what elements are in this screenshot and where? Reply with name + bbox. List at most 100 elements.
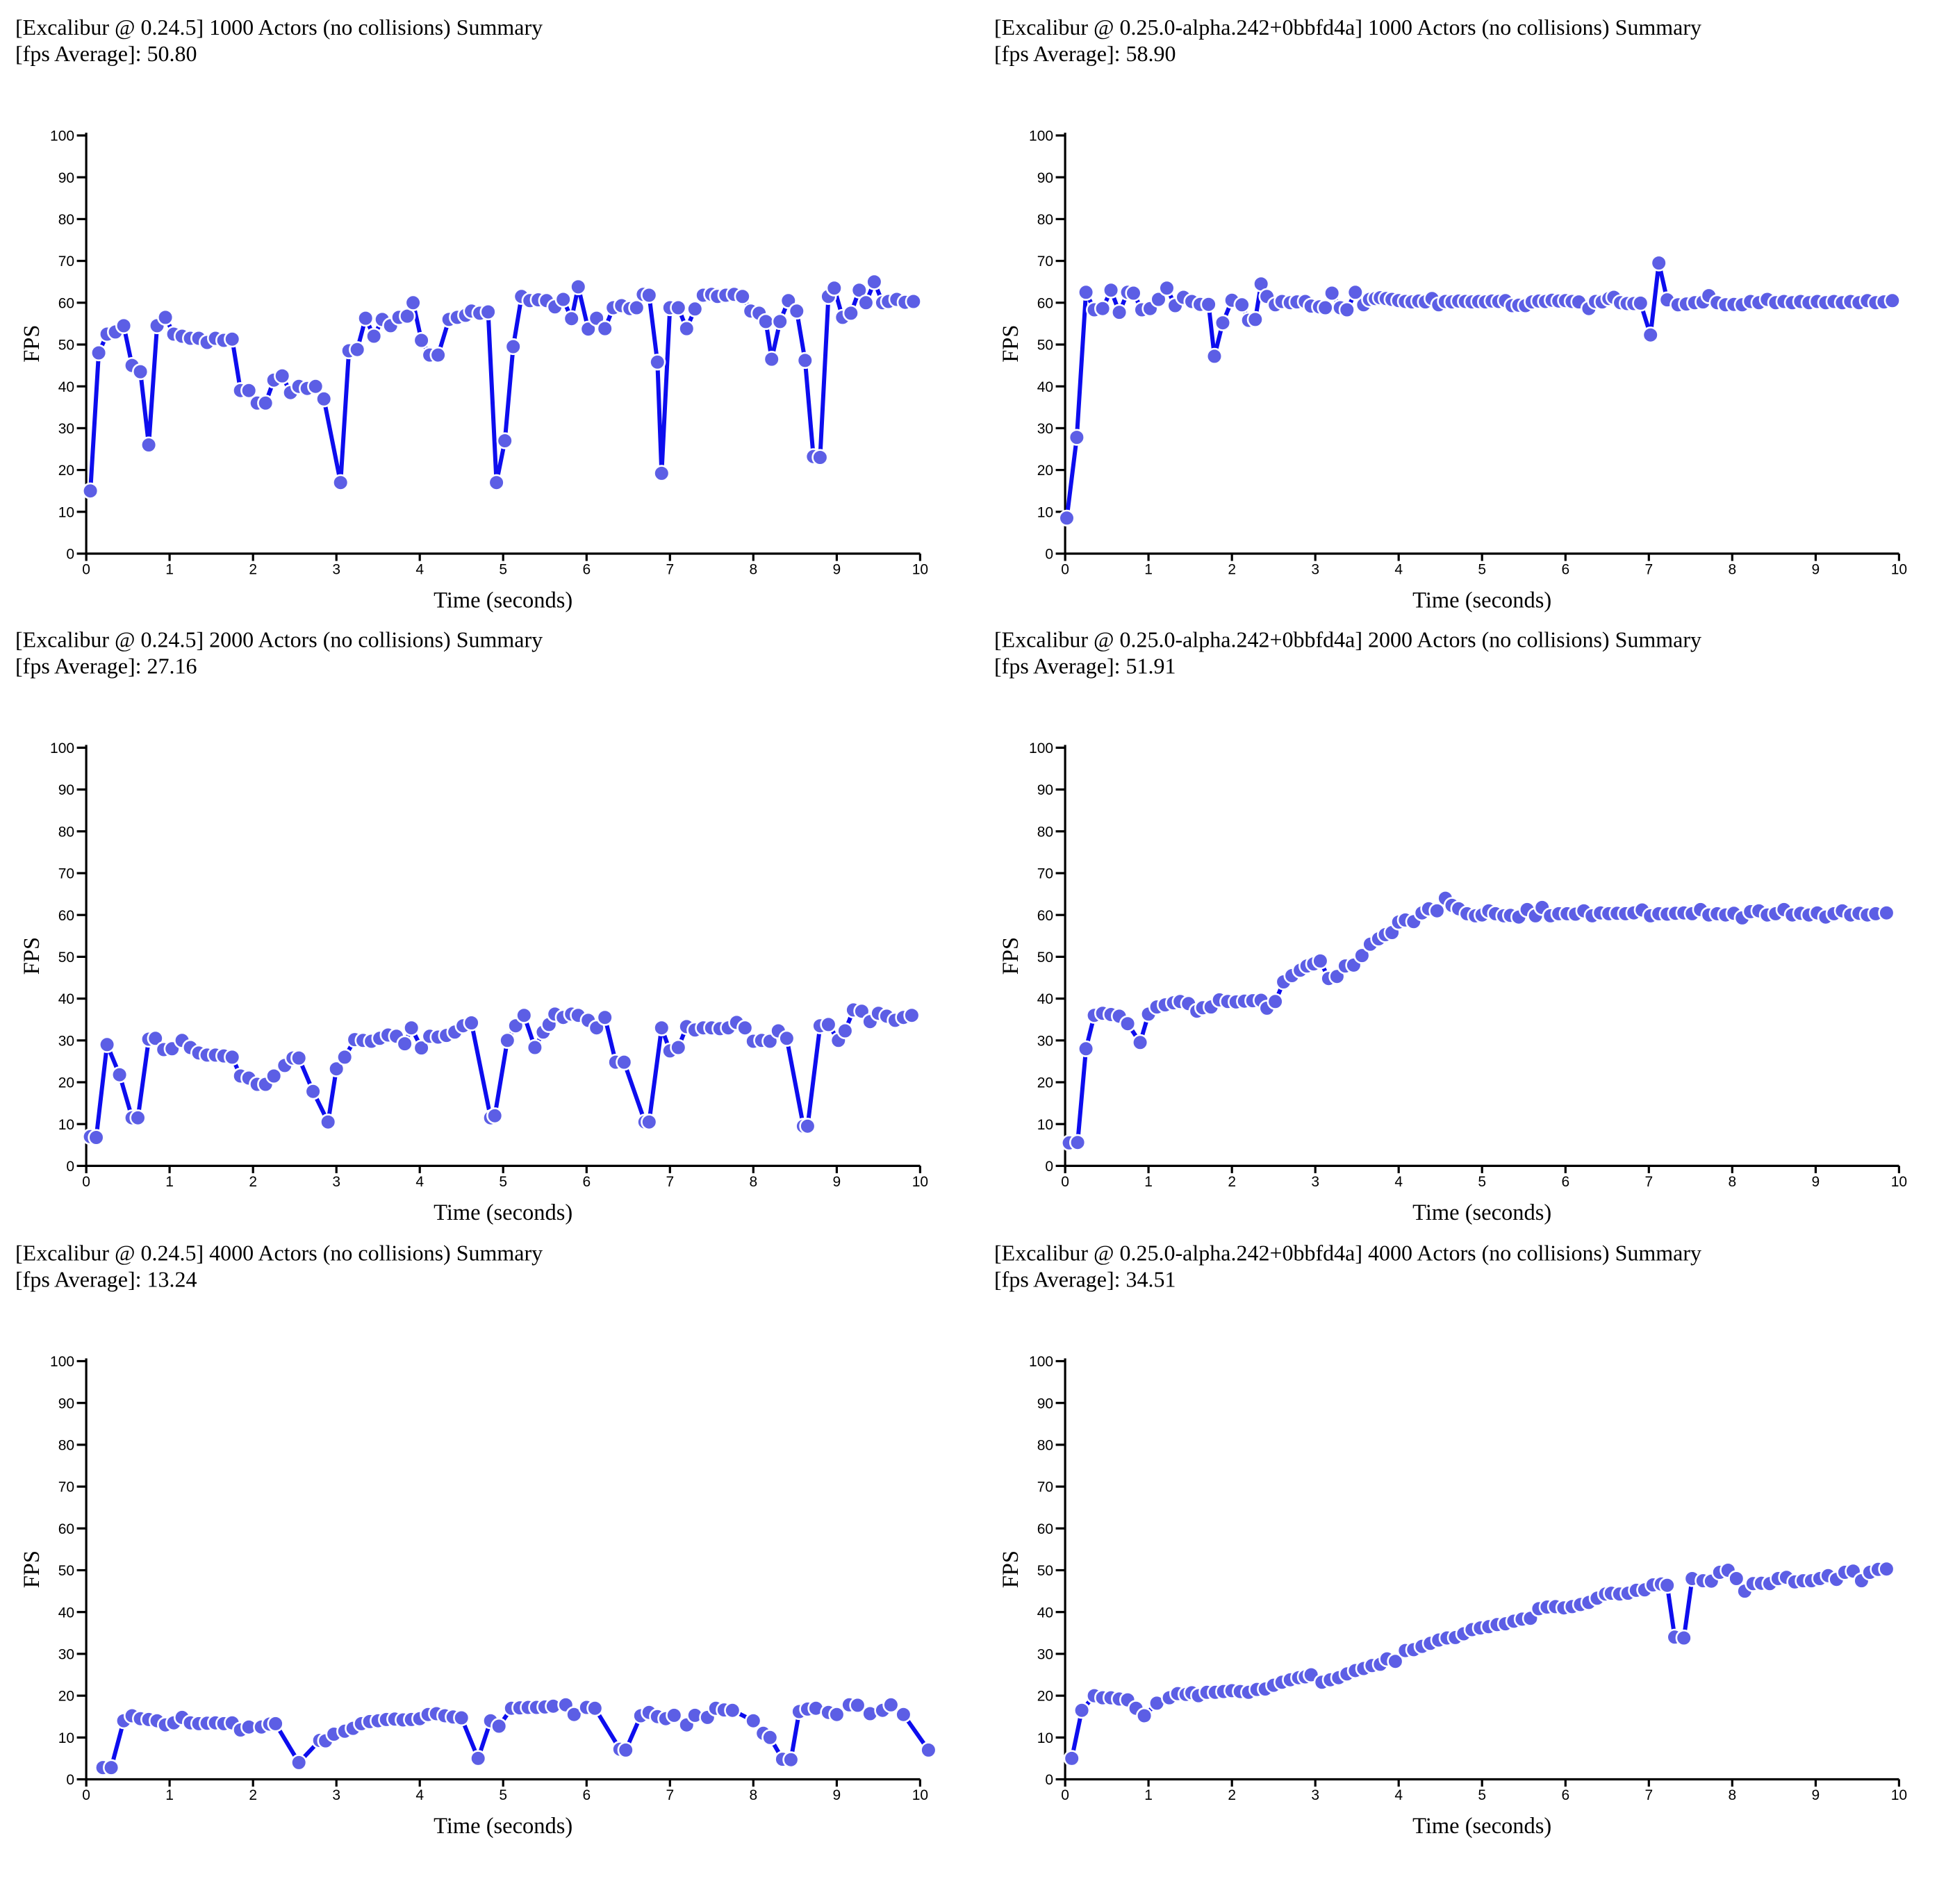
svg-text:8: 8 — [1728, 1174, 1736, 1190]
svg-text:4: 4 — [415, 562, 424, 578]
svg-text:3: 3 — [332, 1174, 340, 1190]
svg-text:0: 0 — [82, 1787, 90, 1803]
svg-text:7: 7 — [666, 1787, 674, 1803]
svg-text:9: 9 — [833, 562, 841, 578]
svg-text:2: 2 — [249, 562, 257, 578]
svg-text:20: 20 — [1037, 1689, 1053, 1705]
svg-text:60: 60 — [58, 1521, 74, 1537]
svg-text:20: 20 — [1037, 463, 1053, 479]
svg-text:3: 3 — [332, 1787, 340, 1803]
svg-text:100: 100 — [1029, 129, 1053, 144]
svg-text:7: 7 — [666, 1174, 674, 1190]
svg-text:6: 6 — [582, 562, 591, 578]
svg-text:3: 3 — [332, 562, 340, 578]
svg-text:Time (seconds): Time (seconds) — [1412, 1200, 1551, 1225]
svg-text:40: 40 — [1037, 1605, 1053, 1621]
svg-text:0: 0 — [82, 1174, 90, 1190]
svg-text:70: 70 — [1037, 254, 1053, 270]
svg-text:0: 0 — [1045, 1772, 1053, 1788]
svg-text:90: 90 — [58, 1396, 74, 1412]
svg-text:6: 6 — [1561, 1174, 1569, 1190]
svg-text:6: 6 — [1561, 1787, 1569, 1803]
svg-text:6: 6 — [582, 1174, 591, 1190]
svg-text:60: 60 — [1037, 295, 1053, 311]
svg-text:3: 3 — [1311, 1787, 1319, 1803]
svg-text:100: 100 — [1029, 740, 1053, 756]
svg-text:80: 80 — [58, 824, 74, 840]
svg-text:40: 40 — [1037, 379, 1053, 395]
svg-text:8: 8 — [749, 1174, 757, 1190]
svg-text:Time (seconds): Time (seconds) — [434, 588, 572, 613]
svg-text:[Excalibur @ 0.24.5] 2000 Acto: [Excalibur @ 0.24.5] 2000 Actors (no col… — [15, 627, 543, 652]
svg-text:70: 70 — [1037, 1480, 1053, 1496]
svg-text:8: 8 — [749, 1787, 757, 1803]
svg-text:4: 4 — [1394, 1787, 1403, 1803]
svg-text:10: 10 — [912, 562, 928, 578]
svg-text:[fps Average]: 51.91: [fps Average]: 51.91 — [994, 653, 1176, 678]
svg-text:1: 1 — [165, 1787, 174, 1803]
svg-text:6: 6 — [1561, 562, 1569, 578]
svg-text:3: 3 — [1311, 562, 1319, 578]
svg-text:[fps Average]: 58.90: [fps Average]: 58.90 — [994, 41, 1176, 66]
svg-text:10: 10 — [1891, 1174, 1907, 1190]
svg-text:30: 30 — [58, 421, 74, 437]
svg-text:9: 9 — [833, 1787, 841, 1803]
svg-text:30: 30 — [58, 1647, 74, 1663]
svg-text:8: 8 — [1728, 1787, 1736, 1803]
svg-text:10: 10 — [1891, 562, 1907, 578]
svg-text:30: 30 — [1037, 1033, 1053, 1049]
svg-text:2: 2 — [249, 1787, 257, 1803]
svg-text:100: 100 — [50, 129, 74, 144]
svg-text:9: 9 — [1812, 562, 1820, 578]
svg-text:9: 9 — [1812, 1174, 1820, 1190]
svg-text:60: 60 — [58, 295, 74, 311]
svg-text:Time (seconds): Time (seconds) — [434, 1814, 572, 1839]
svg-text:4: 4 — [415, 1174, 424, 1190]
svg-text:10: 10 — [58, 1730, 74, 1746]
svg-text:0: 0 — [1061, 1787, 1069, 1803]
svg-text:5: 5 — [1478, 562, 1486, 578]
svg-text:50: 50 — [58, 950, 74, 966]
svg-text:1: 1 — [165, 1174, 174, 1190]
svg-text:FPS: FPS — [998, 1550, 1023, 1588]
svg-text:FPS: FPS — [19, 937, 44, 975]
svg-text:20: 20 — [58, 1689, 74, 1705]
svg-text:100: 100 — [50, 740, 74, 756]
svg-text:5: 5 — [1478, 1787, 1486, 1803]
svg-text:10: 10 — [58, 1117, 74, 1133]
svg-text:FPS: FPS — [19, 1550, 44, 1588]
svg-text:50: 50 — [58, 1563, 74, 1579]
svg-text:10: 10 — [912, 1174, 928, 1190]
svg-text:5: 5 — [499, 562, 507, 578]
svg-text:50: 50 — [58, 338, 74, 354]
svg-text:40: 40 — [58, 1605, 74, 1621]
svg-text:5: 5 — [1478, 1174, 1486, 1190]
svg-text:30: 30 — [1037, 421, 1053, 437]
svg-text:0: 0 — [1061, 562, 1069, 578]
svg-text:1: 1 — [1144, 1787, 1153, 1803]
svg-text:20: 20 — [58, 463, 74, 479]
svg-text:10: 10 — [1037, 504, 1053, 520]
svg-text:10: 10 — [1037, 1117, 1053, 1133]
svg-text:90: 90 — [1037, 1396, 1053, 1412]
svg-text:[fps Average]: 34.51: [fps Average]: 34.51 — [994, 1267, 1176, 1292]
svg-text:100: 100 — [50, 1354, 74, 1370]
svg-text:50: 50 — [1037, 950, 1053, 966]
svg-text:1: 1 — [1144, 1174, 1153, 1190]
svg-text:7: 7 — [1644, 1174, 1653, 1190]
svg-text:0: 0 — [66, 547, 74, 563]
svg-text:70: 70 — [1037, 866, 1053, 882]
svg-text:0: 0 — [1061, 1174, 1069, 1190]
svg-text:Time (seconds): Time (seconds) — [1412, 1814, 1551, 1839]
svg-text:[Excalibur @ 0.24.5] 4000 Acto: [Excalibur @ 0.24.5] 4000 Actors (no col… — [15, 1241, 543, 1266]
svg-text:10: 10 — [58, 504, 74, 520]
svg-text:[Excalibur @ 0.25.0-alpha.242+: [Excalibur @ 0.25.0-alpha.242+0bbfd4a] 2… — [994, 627, 1701, 652]
svg-text:2: 2 — [249, 1174, 257, 1190]
svg-text:Time (seconds): Time (seconds) — [434, 1200, 572, 1225]
svg-text:70: 70 — [58, 1480, 74, 1496]
svg-text:5: 5 — [499, 1174, 507, 1190]
svg-text:6: 6 — [582, 1787, 591, 1803]
svg-text:0: 0 — [1045, 1159, 1053, 1175]
svg-text:0: 0 — [66, 1772, 74, 1788]
svg-text:4: 4 — [415, 1787, 424, 1803]
